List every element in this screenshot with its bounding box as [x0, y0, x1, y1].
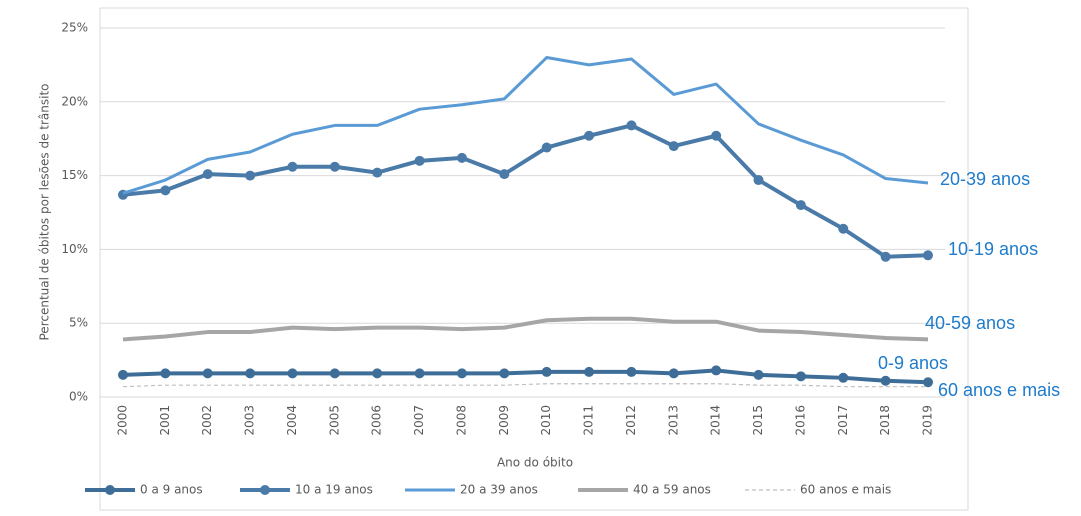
- x-tick-label: 2007: [412, 405, 426, 436]
- series-marker: [668, 368, 679, 379]
- series-marker: [287, 368, 298, 379]
- series-marker: [795, 200, 806, 211]
- series-marker: [541, 142, 552, 153]
- series-marker: [795, 371, 806, 382]
- series-marker: [541, 366, 552, 377]
- legend-label: 60 anos e mais: [800, 483, 891, 497]
- series-marker: [245, 368, 256, 379]
- series-marker: [584, 130, 595, 141]
- x-tick-label: 2014: [709, 405, 723, 436]
- series-marker: [245, 170, 256, 181]
- legend-label: 0 a 9 anos: [140, 483, 203, 497]
- series-marker: [499, 368, 510, 379]
- x-tick-label: 2015: [751, 405, 765, 436]
- series-line: [122, 383, 928, 388]
- series-line: [122, 316, 929, 342]
- series-marker: [329, 368, 340, 379]
- series-marker: [923, 377, 933, 388]
- x-tick-label: 2019: [921, 405, 935, 436]
- x-tick-label: 2005: [327, 405, 341, 436]
- series-marker: [838, 372, 849, 383]
- series-marker: [923, 250, 933, 261]
- series-marker: [372, 368, 383, 379]
- y-tick-label: 0%: [69, 390, 88, 404]
- x-tick-label: 2004: [285, 405, 299, 436]
- series-marker: [202, 169, 213, 180]
- series-marker: [414, 155, 425, 166]
- y-axis-label: Percentual de óbitos por lesões de trâns…: [38, 84, 52, 341]
- x-tick-label: 2008: [454, 405, 468, 436]
- series-line: [122, 368, 929, 385]
- series-end-label: 10-19 anos: [948, 239, 1038, 259]
- series-marker: [838, 223, 849, 234]
- chart-frame: [99, 7, 969, 511]
- series-marker: [668, 141, 679, 152]
- legend-label: 10 a 19 anos: [295, 483, 373, 497]
- legend-marker: [105, 485, 115, 495]
- x-tick-label: 2006: [370, 405, 384, 436]
- series-marker: [118, 369, 128, 380]
- series-line: [122, 123, 929, 259]
- x-tick-label: 2013: [666, 405, 680, 436]
- series-marker: [753, 369, 764, 380]
- series-marker: [372, 167, 383, 178]
- legend-label: 40 a 59 anos: [633, 483, 711, 497]
- series-marker: [160, 185, 171, 196]
- series-marker: [711, 365, 722, 376]
- series-line: [122, 56, 929, 195]
- x-tick-label: 2017: [836, 405, 850, 436]
- series-marker: [626, 120, 637, 131]
- series-end-label: 20-39 anos: [940, 169, 1030, 189]
- x-tick-label: 2001: [158, 405, 172, 436]
- x-tick-label: 2003: [243, 405, 257, 436]
- series-marker: [456, 368, 467, 379]
- series-marker: [753, 175, 764, 186]
- legend-label: 20 a 39 anos: [460, 483, 538, 497]
- series-marker: [626, 366, 637, 377]
- series-marker: [414, 368, 425, 379]
- series-marker: [202, 368, 213, 379]
- series-end-label: 40-59 anos: [925, 313, 1015, 333]
- series-marker: [711, 130, 722, 141]
- series-end-label: 60 anos e mais: [938, 380, 1060, 400]
- x-tick-label: 2000: [116, 405, 130, 436]
- x-tick-label: 2009: [497, 405, 511, 436]
- series-marker: [499, 169, 510, 180]
- x-tick-label: 2011: [582, 405, 596, 436]
- series-end-label: 0-9 anos: [878, 353, 948, 373]
- y-tick-label: 15%: [61, 168, 88, 182]
- series-marker: [287, 161, 298, 172]
- y-tick-label: 5%: [69, 316, 88, 330]
- series-marker: [880, 375, 891, 386]
- x-tick-label: 2016: [793, 405, 807, 436]
- y-tick-label: 10%: [61, 242, 88, 256]
- y-tick-label: 20%: [61, 94, 88, 108]
- y-tick-label: 25%: [61, 21, 88, 35]
- series-marker: [584, 366, 595, 377]
- series-marker: [880, 251, 891, 262]
- series-marker: [456, 152, 467, 163]
- series-marker: [329, 161, 340, 172]
- x-tick-label: 2018: [878, 405, 892, 436]
- x-tick-label: 2012: [624, 405, 638, 436]
- x-tick-label: 2002: [200, 405, 214, 436]
- x-tick-label: 2010: [539, 405, 553, 436]
- legend-marker: [260, 485, 270, 495]
- series-marker: [160, 368, 171, 379]
- x-axis-label: Ano do óbito: [497, 456, 573, 470]
